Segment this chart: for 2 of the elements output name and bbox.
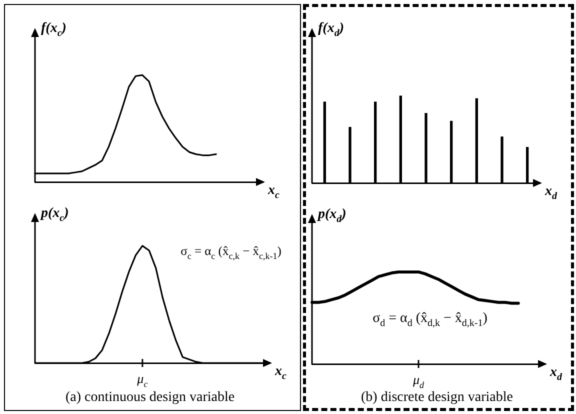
text: (b) discrete design variable: [361, 390, 514, 405]
text: (a) continuous design variable: [65, 390, 235, 405]
